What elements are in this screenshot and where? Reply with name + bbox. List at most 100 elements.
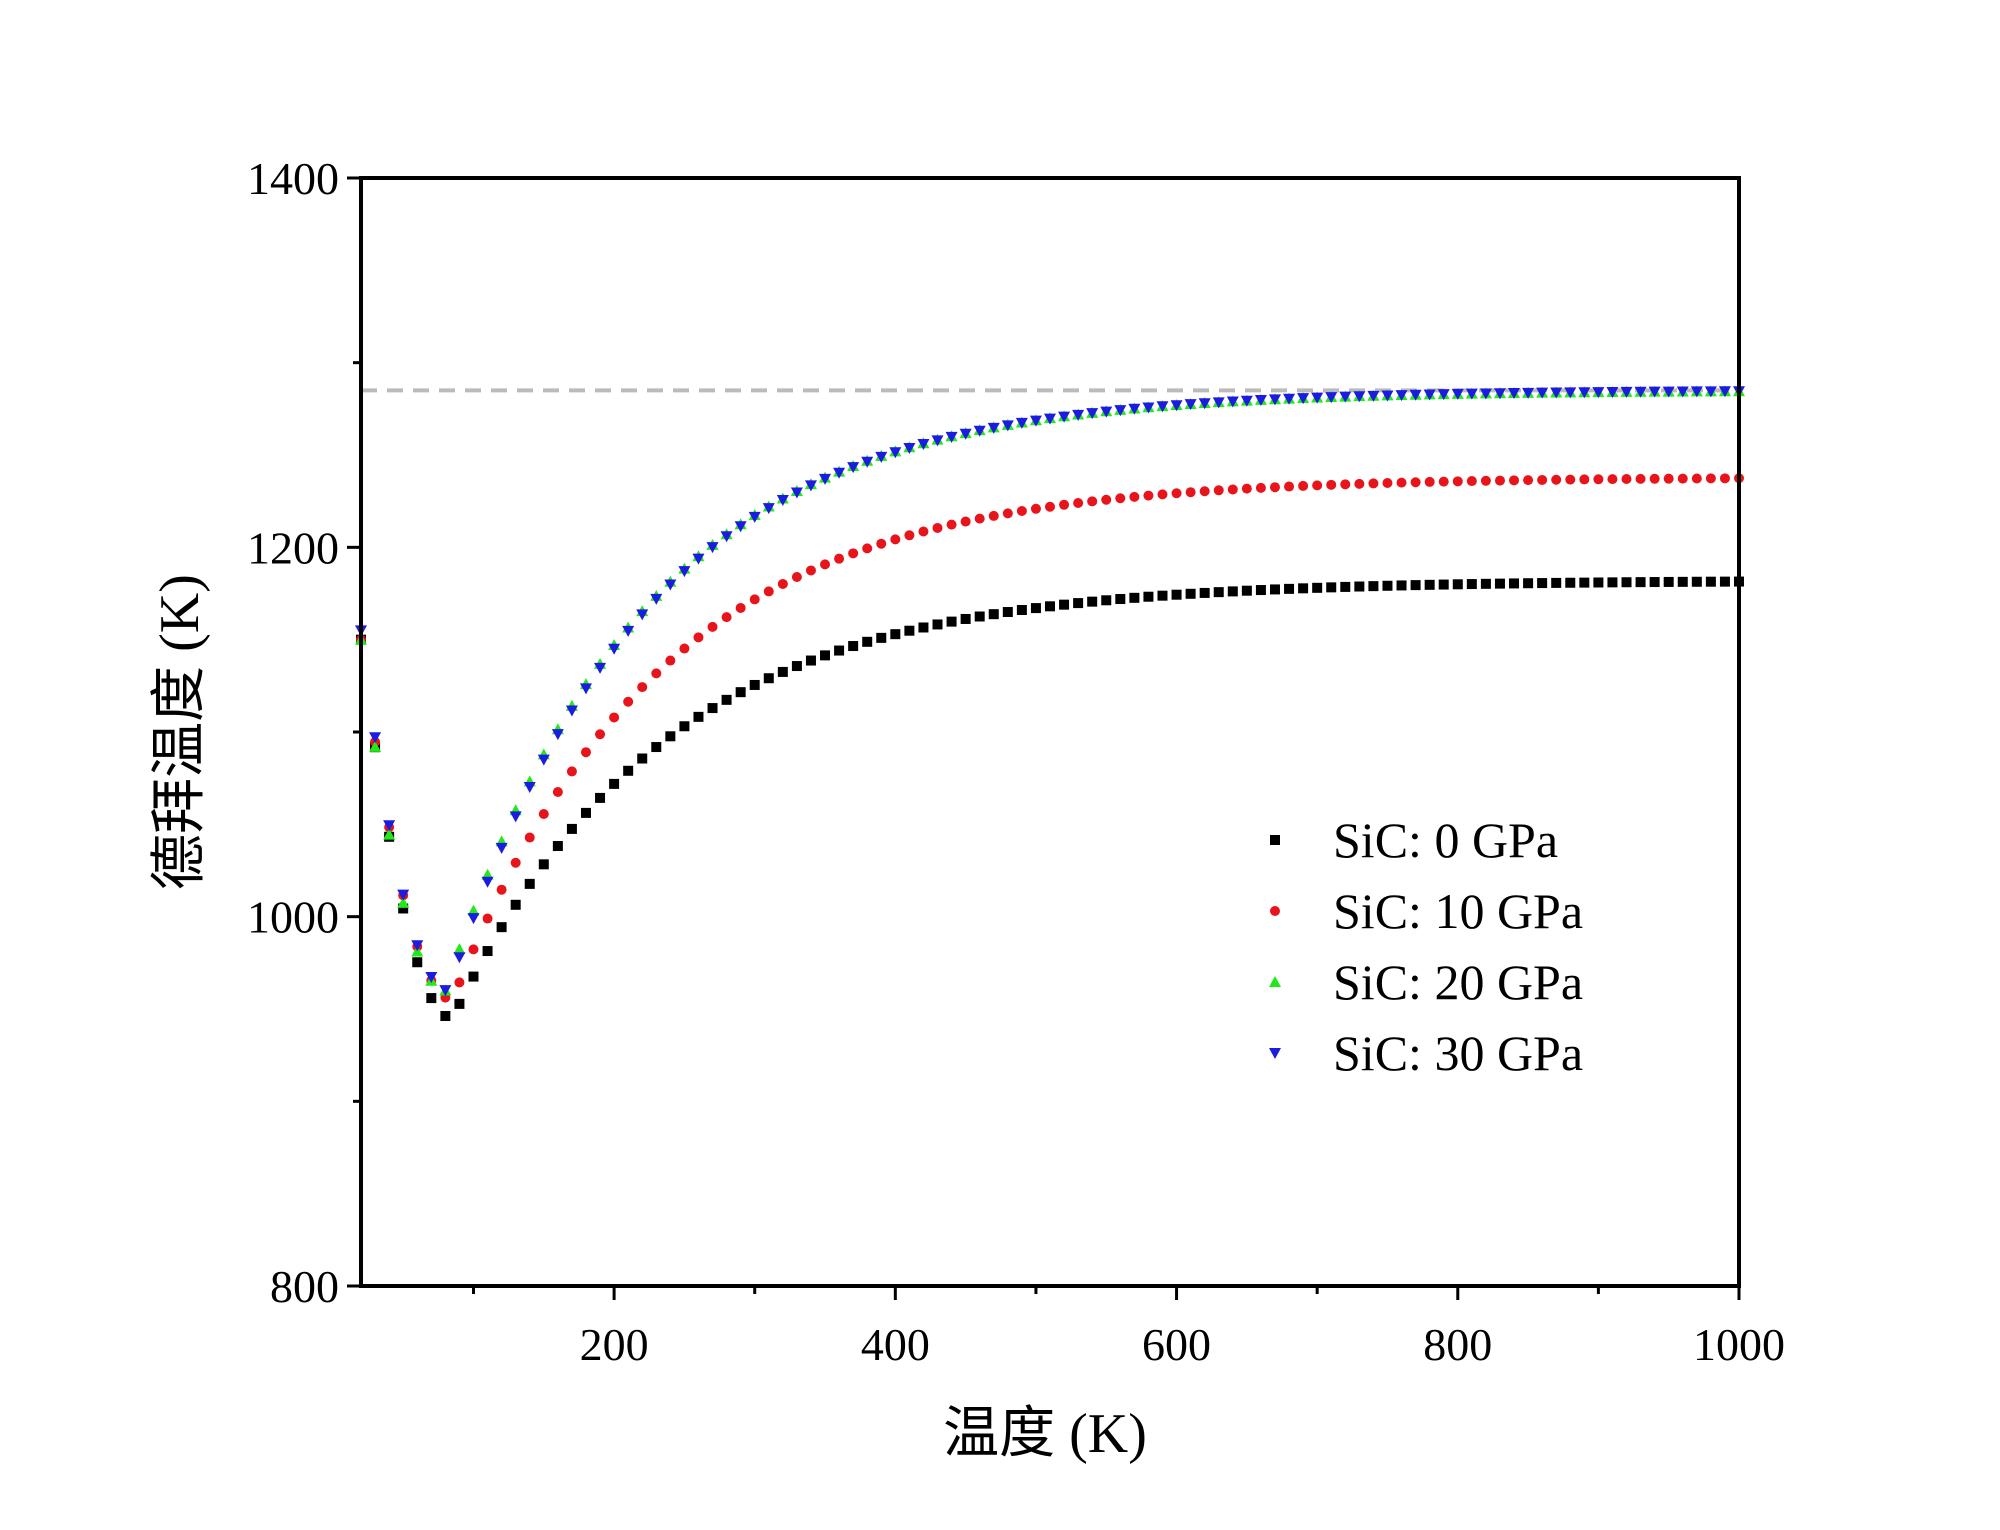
data-point [1607,577,1618,588]
data-point [776,495,789,507]
data-point [749,594,760,605]
data-point [1171,589,1182,600]
data-point [579,683,592,695]
data-point [861,456,874,468]
data-point [482,946,493,957]
data-point [946,616,957,627]
data-point [1719,473,1730,484]
data-point [946,519,957,530]
data-point [1339,391,1352,403]
data-point [1705,576,1716,587]
data-point [693,632,704,643]
data-point [1438,579,1449,590]
data-point [1410,477,1421,488]
data-point [1537,474,1548,485]
data-point [468,944,479,955]
data-point [538,809,549,820]
data-point [805,565,816,576]
data-point [425,972,438,984]
data-point [453,952,466,964]
data-point [1606,386,1619,398]
data-point [1340,479,1351,490]
data-point [1353,391,1366,403]
data-point [496,884,507,895]
data-point [1550,387,1563,399]
data-point [678,566,691,578]
data-point [1199,486,1210,497]
data-point [748,511,761,523]
data-point [1368,581,1379,592]
data-point [889,447,902,459]
data-point [917,439,930,451]
data-point [1001,420,1014,432]
data-point [904,530,915,541]
data-point [637,753,648,764]
data-point [1045,601,1055,612]
data-point [369,740,382,752]
data-point [523,781,536,793]
data-point [1465,388,1478,400]
data-point [665,655,676,666]
data-point [482,913,493,924]
data-point [1509,578,1520,589]
data-point [904,625,915,636]
data-point [1522,387,1535,399]
data-point [1551,474,1562,485]
data-point [1128,403,1141,415]
data-point [1479,388,1492,400]
data-point [1382,478,1393,489]
data-point [721,694,732,705]
data-point [1705,473,1716,484]
data-point [1101,494,1112,505]
data-point [1269,482,1280,493]
data-point [510,857,521,868]
data-point [1058,411,1071,423]
data-point [537,754,550,766]
data-point [1691,473,1702,484]
data-point [1523,475,1534,486]
data-point [1537,578,1548,589]
axis-ticks: 200 400 600 800 1000 800 1000 1200 1400 [247,153,1785,1370]
data-point [1115,594,1126,605]
data-point [804,480,817,492]
series-0 [356,576,1744,1021]
data-point [1438,476,1449,487]
data-point [1227,586,1238,597]
series-1 [356,473,1744,1003]
data-point [820,559,831,570]
data-point [552,787,563,798]
data-point [369,732,382,744]
data-point [1143,490,1154,501]
data-point [1437,389,1450,401]
data-point [1649,473,1660,484]
data-point [1452,579,1463,590]
data-point [1677,473,1688,484]
data-point [1719,576,1730,587]
data-point [679,643,690,654]
data-point [1015,417,1028,429]
data-point [1227,484,1238,495]
data-point [481,876,494,888]
data-point [1142,402,1155,414]
data-point [890,534,901,545]
data-point [1634,386,1647,398]
data-point [1283,393,1296,405]
data-point [637,682,648,693]
data-point [1241,483,1252,494]
data-point [720,531,733,543]
data-point [1226,396,1239,408]
data-point [834,553,845,564]
data-point [790,487,803,499]
data-point [1396,580,1407,591]
data-point [1072,409,1085,421]
data-point [1676,386,1689,398]
data-point [1578,387,1591,399]
data-point [1115,493,1126,504]
data-point [636,609,649,621]
data-point [1424,476,1435,487]
data-point [862,543,873,554]
data-point [692,553,705,565]
data-point [1662,386,1675,398]
data-point [1579,474,1590,485]
data-point [1493,388,1506,400]
